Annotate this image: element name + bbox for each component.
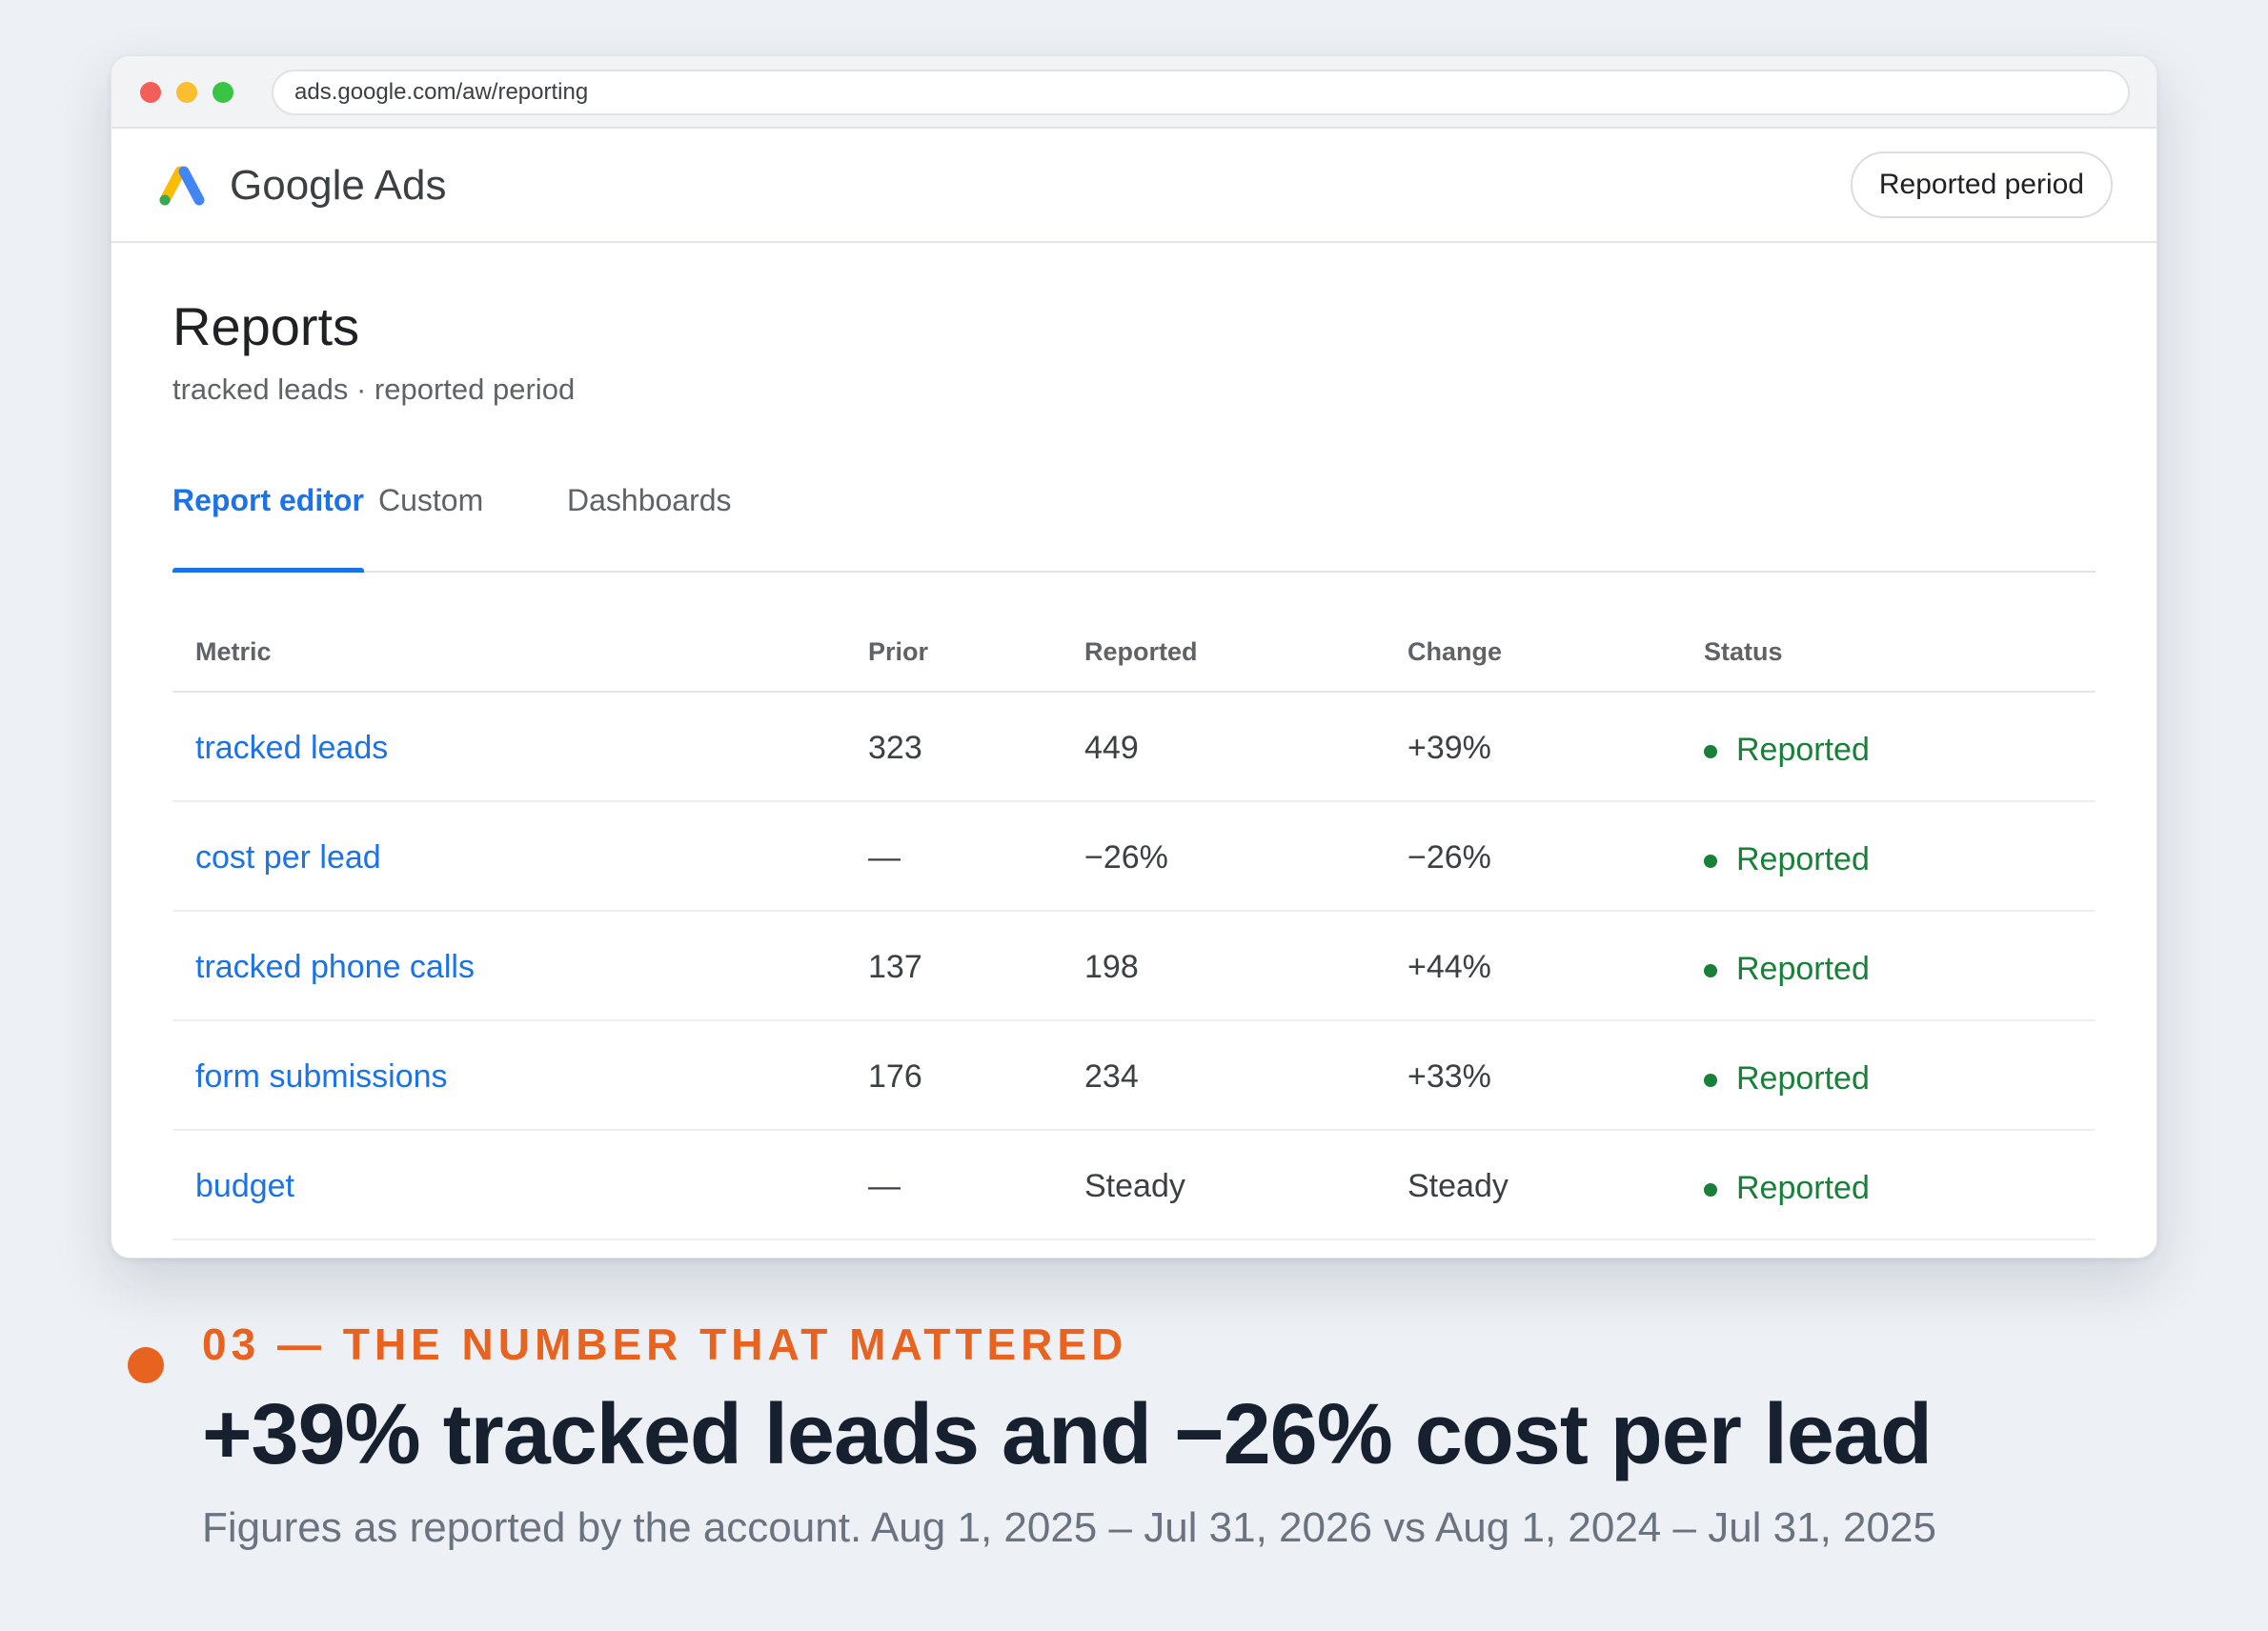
column-header-metric[interactable]: Metric [195,637,272,666]
metric-link[interactable]: tracked phone calls [195,949,475,985]
table-row[interactable]: tracked leads 323 449 +39% Reported [172,693,2096,802]
change-value: −26% [1407,839,1491,876]
report-tabs: Report editor Custom Dashboards [172,479,2096,573]
minimize-window-button[interactable] [176,82,197,103]
reported-value: Steady [1084,1168,1185,1204]
column-header-change[interactable]: Change [1407,637,1503,666]
brand-name: Google Ads [230,162,447,209]
status-dot-icon [1704,745,1717,758]
table-row[interactable]: budget — Steady Steady Reported [172,1131,2096,1240]
status-dot-icon [1704,964,1717,977]
table-row[interactable]: cost per lead — −26% −26% Reported [172,802,2096,912]
status-dot-icon [1704,1074,1717,1087]
table-row[interactable]: form submissions 176 234 +33% Reported [172,1021,2096,1131]
prior-value: 176 [868,1058,922,1095]
caption-kicker: 03 — THE NUMBER THAT MATTERED [202,1319,1128,1369]
report-table: Metric Prior Reported Change Status trac… [172,607,2096,1240]
tab-custom[interactable]: Custom [378,483,484,517]
page-subtitle: tracked leads · reported period [172,373,576,406]
change-value: +33% [1407,1058,1491,1095]
browser-window: ads.google.com/aw/reporting Google Ads R… [111,55,2157,1258]
prior-value: 323 [868,730,922,766]
google-ads-logo-icon [159,166,205,206]
table-row[interactable]: tracked phone calls 137 198 +44% Reporte… [172,912,2096,1021]
caption-headline: +39% tracked leads and −26% cost per lea… [202,1387,1933,1482]
maximize-window-button[interactable] [213,82,233,103]
app-header: Google Ads Reported period [111,129,2157,243]
change-value: +39% [1407,730,1491,766]
column-header-prior[interactable]: Prior [868,637,929,666]
status-label: Reported [1736,951,1870,987]
status-label: Reported [1736,1060,1870,1097]
tab-dashboards[interactable]: Dashboards [567,483,732,517]
status-dot-icon [1704,855,1717,868]
reported-value: 198 [1084,949,1139,985]
status-dot-icon [1704,1183,1717,1197]
column-header-reported[interactable]: Reported [1084,637,1198,666]
caption-footnote: Figures as reported by the account. Aug … [202,1504,1936,1551]
close-window-button[interactable] [140,82,161,103]
prior-value: — [868,839,901,876]
reported-period-button[interactable]: Reported period [1850,151,2113,218]
caption-bullet-icon [128,1347,164,1383]
metric-link[interactable]: cost per lead [195,839,381,876]
table-header: Metric Prior Reported Change Status [172,607,2096,693]
reported-value: 449 [1084,730,1139,766]
column-header-status[interactable]: Status [1704,637,1783,666]
status-label: Reported [1736,732,1870,768]
prior-value: 137 [868,949,922,985]
metric-link[interactable]: budget [195,1168,294,1204]
metric-link[interactable]: tracked leads [195,730,389,766]
reported-value: 234 [1084,1058,1139,1095]
tab-report-editor[interactable]: Report editor [172,479,364,573]
page-title: Reports [172,296,360,356]
reported-value: −26% [1084,839,1168,876]
change-value: Steady [1407,1168,1509,1204]
address-bar[interactable]: ads.google.com/aw/reporting [272,70,2130,115]
prior-value: — [868,1168,901,1204]
change-value: +44% [1407,949,1491,985]
metric-link[interactable]: form submissions [195,1058,448,1095]
browser-chrome: ads.google.com/aw/reporting [111,56,2157,129]
status-label: Reported [1736,1170,1870,1206]
status-label: Reported [1736,841,1870,877]
